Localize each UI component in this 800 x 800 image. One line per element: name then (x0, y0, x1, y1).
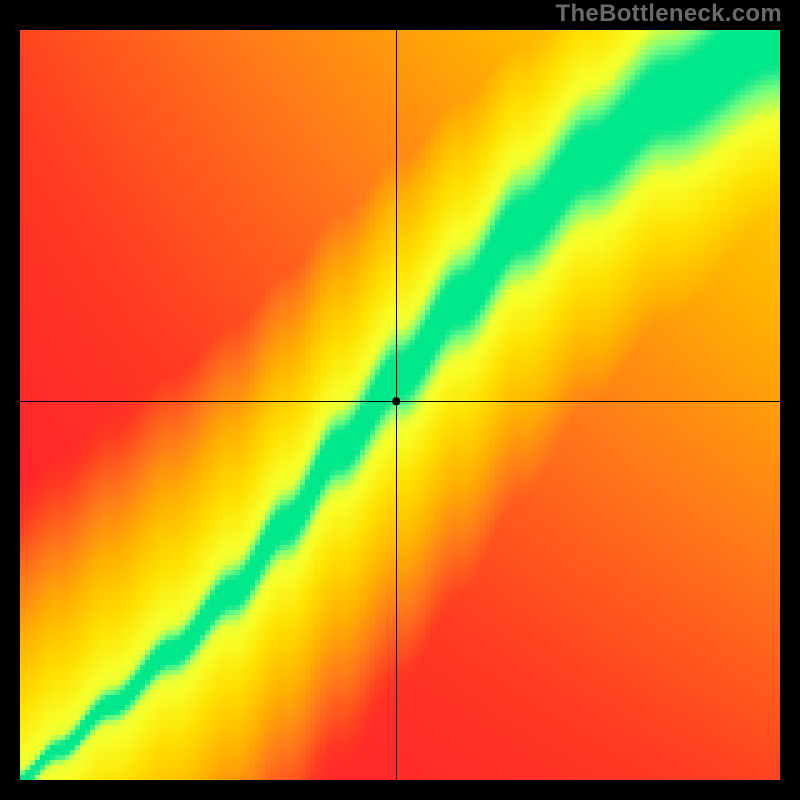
bottleneck-heatmap (20, 30, 780, 780)
chart-container: TheBottleneck.com (0, 0, 800, 800)
watermark-label: TheBottleneck.com (556, 0, 782, 28)
